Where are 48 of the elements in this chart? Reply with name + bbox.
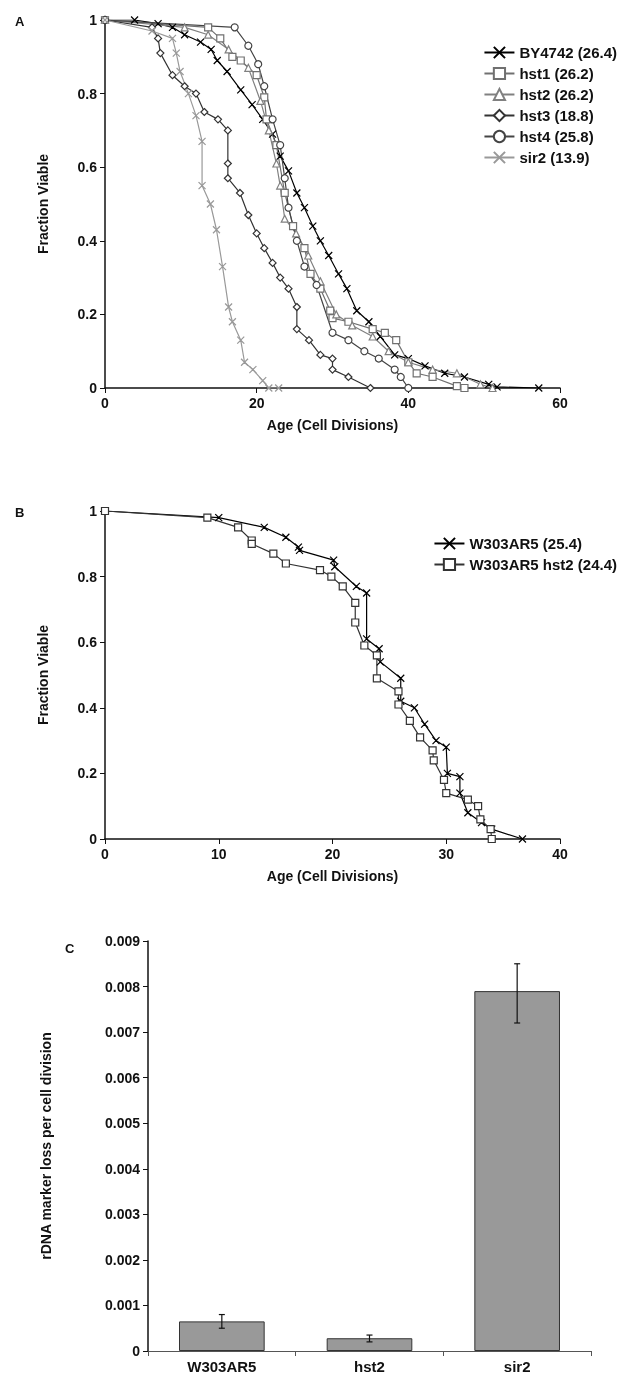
- x-tick-label: 10: [210, 846, 227, 862]
- legend-label: W303AR5 hst2 (24.4): [469, 556, 618, 573]
- y-tick-label: 0.4: [77, 699, 98, 716]
- y-tick-label: 0.2: [77, 306, 98, 323]
- legend-label: sir2 (13.9): [519, 149, 590, 166]
- y-tick-label: 0.8: [77, 85, 98, 102]
- y-tick-label: 0.4: [77, 232, 98, 249]
- x-tick-label: sir2: [503, 1358, 531, 1375]
- chart-title: A: [15, 14, 25, 29]
- x-axis-title: Age (Cell Divisions): [266, 868, 399, 884]
- chart-title: C: [65, 941, 75, 956]
- y-tick-label: 0.001: [104, 1297, 141, 1314]
- y-tick-label: 0.005: [104, 1115, 141, 1132]
- x-tick-label: 30: [438, 846, 455, 862]
- y-axis-title: rDNA marker loss per cell division: [38, 1032, 54, 1260]
- y-tick-label: 1: [89, 12, 98, 28]
- legend-label: hst4 (25.8): [519, 128, 594, 145]
- y-tick-label: 0.008: [104, 978, 141, 995]
- x-tick-label: 20: [248, 395, 265, 411]
- y-axis-title: Fraction Viable: [35, 624, 51, 726]
- y-tick-label: 0.007: [104, 1024, 141, 1041]
- x-tick-label: 60: [552, 395, 568, 411]
- y-tick-label: 0: [89, 380, 98, 396]
- y-tick-label: 1: [89, 503, 98, 519]
- y-tick-label: 0.009: [104, 933, 141, 949]
- x-tick-label: 20: [324, 846, 341, 862]
- legend-label: W303AR5 (25.4): [469, 535, 582, 552]
- y-tick-label: 0.006: [104, 1069, 141, 1086]
- y-tick-label: 0.6: [77, 634, 98, 651]
- y-tick-label: 0: [132, 1343, 141, 1359]
- legend-label: hst1 (26.2): [519, 65, 594, 82]
- legend-label: hst3 (18.8): [519, 107, 594, 124]
- x-tick-label: 40: [552, 846, 568, 862]
- chart-title: B: [15, 505, 25, 520]
- x-tick-label: hst2: [354, 1358, 385, 1375]
- y-axis-title: Fraction Viable: [35, 153, 51, 255]
- x-tick-label: W303AR5: [187, 1358, 257, 1375]
- y-tick-label: 0.003: [104, 1206, 141, 1223]
- y-tick-label: 0.002: [104, 1251, 141, 1268]
- y-tick-label: 0.6: [77, 159, 98, 176]
- y-tick-label: 0.004: [104, 1160, 141, 1177]
- y-tick-label: 0.8: [77, 568, 98, 585]
- y-tick-label: 0: [89, 831, 98, 847]
- x-axis-title: Age (Cell Divisions): [266, 417, 399, 433]
- y-tick-label: 0.2: [77, 765, 98, 782]
- x-tick-label: 40: [400, 395, 417, 411]
- legend-label: hst2 (26.2): [519, 86, 594, 103]
- legend-label: BY4742 (26.4): [519, 44, 617, 61]
